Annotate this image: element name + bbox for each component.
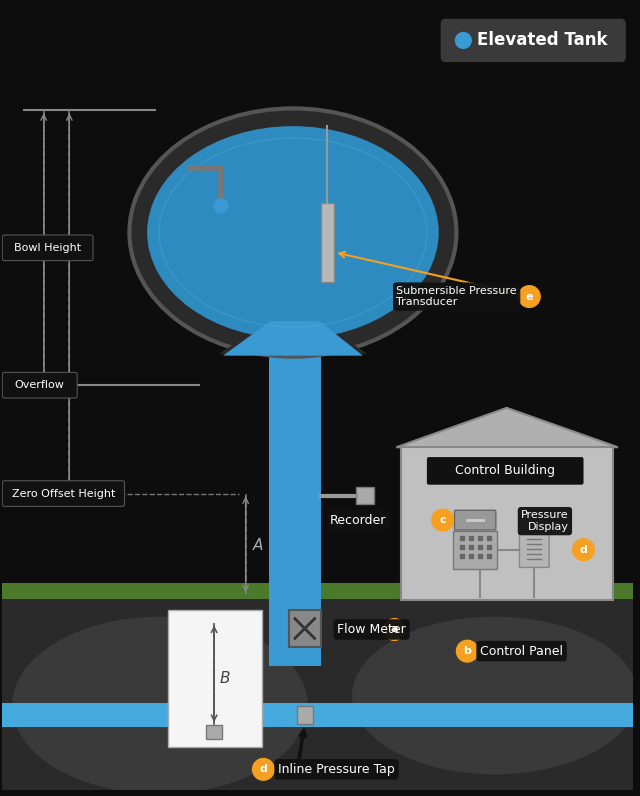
FancyBboxPatch shape bbox=[296, 706, 313, 724]
Circle shape bbox=[573, 539, 595, 560]
Text: d: d bbox=[259, 764, 268, 775]
Text: B: B bbox=[220, 671, 230, 686]
FancyBboxPatch shape bbox=[441, 19, 626, 62]
Text: Control Panel: Control Panel bbox=[480, 645, 563, 657]
Ellipse shape bbox=[352, 617, 637, 775]
Text: Bowl Height: Bowl Height bbox=[14, 243, 81, 253]
Ellipse shape bbox=[129, 108, 456, 357]
Ellipse shape bbox=[12, 617, 308, 794]
Text: Overflow: Overflow bbox=[15, 380, 65, 390]
Circle shape bbox=[383, 618, 405, 640]
FancyBboxPatch shape bbox=[3, 235, 93, 260]
FancyBboxPatch shape bbox=[3, 373, 77, 398]
Circle shape bbox=[518, 286, 540, 307]
FancyBboxPatch shape bbox=[2, 597, 633, 790]
Text: d: d bbox=[580, 544, 588, 555]
Text: Inline Pressure Tap: Inline Pressure Tap bbox=[278, 763, 395, 776]
FancyBboxPatch shape bbox=[3, 481, 125, 506]
FancyBboxPatch shape bbox=[2, 703, 633, 728]
FancyBboxPatch shape bbox=[321, 203, 333, 282]
Text: e: e bbox=[525, 291, 533, 302]
FancyBboxPatch shape bbox=[401, 447, 613, 600]
Text: Recorder: Recorder bbox=[330, 513, 387, 527]
PathPatch shape bbox=[223, 321, 363, 356]
FancyBboxPatch shape bbox=[206, 724, 222, 739]
Polygon shape bbox=[396, 408, 618, 447]
FancyBboxPatch shape bbox=[453, 531, 497, 568]
Text: b: b bbox=[463, 646, 471, 656]
Text: Submersible Pressure
Transducer: Submersible Pressure Transducer bbox=[396, 286, 517, 307]
PathPatch shape bbox=[219, 321, 367, 353]
Ellipse shape bbox=[147, 126, 438, 339]
FancyBboxPatch shape bbox=[2, 6, 633, 790]
FancyBboxPatch shape bbox=[454, 510, 496, 530]
FancyBboxPatch shape bbox=[356, 487, 374, 504]
FancyBboxPatch shape bbox=[427, 457, 584, 485]
Text: Pressure
Display: Pressure Display bbox=[521, 510, 569, 532]
Text: Flow Meter: Flow Meter bbox=[337, 623, 406, 636]
Circle shape bbox=[456, 640, 478, 662]
Circle shape bbox=[253, 759, 274, 780]
FancyBboxPatch shape bbox=[2, 583, 633, 599]
Text: Control Building: Control Building bbox=[454, 464, 555, 478]
Text: A: A bbox=[253, 538, 263, 552]
Text: c: c bbox=[439, 515, 446, 525]
Text: Zero Offset Height: Zero Offset Height bbox=[12, 489, 115, 498]
Text: a: a bbox=[390, 625, 398, 634]
FancyBboxPatch shape bbox=[168, 611, 262, 747]
Circle shape bbox=[214, 199, 228, 213]
FancyBboxPatch shape bbox=[269, 321, 321, 666]
Circle shape bbox=[456, 33, 471, 49]
FancyBboxPatch shape bbox=[520, 532, 549, 568]
FancyBboxPatch shape bbox=[289, 611, 321, 646]
Circle shape bbox=[432, 509, 454, 531]
Text: Elevated Tank: Elevated Tank bbox=[477, 31, 607, 49]
